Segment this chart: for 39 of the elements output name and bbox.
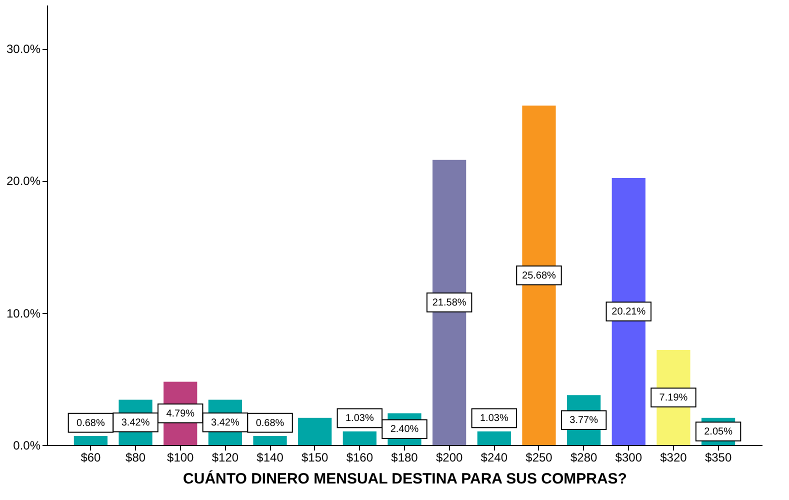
x-tick-label: $120 [212, 450, 239, 464]
data-label: 3.77% [570, 415, 598, 426]
data-label: 1.03% [345, 413, 374, 424]
y-tick-label: 20.0% [6, 174, 41, 188]
data-label: 2.05% [704, 426, 733, 438]
data-label: 1.03% [480, 413, 508, 424]
data-label: 0.68% [256, 418, 284, 429]
x-tick-label: $80 [126, 450, 146, 464]
bar [477, 431, 511, 445]
bar [342, 431, 376, 445]
y-tick-label: 10.0% [6, 306, 41, 320]
data-label: 4.79% [166, 408, 195, 420]
x-tick-label: $320 [660, 450, 688, 464]
y-tick-label: 0.0% [13, 438, 41, 452]
x-tick-label: $200 [436, 450, 463, 464]
data-label: 0.68% [76, 418, 105, 429]
data-label: 3.42% [121, 417, 150, 428]
x-axis-title: CUÁNTO DINERO MENSUAL DESTINA PARA SUS COMPRAS? [183, 470, 627, 488]
data-label: 7.19% [659, 392, 688, 404]
x-tick-label: $140 [256, 450, 284, 464]
data-label: 20.21% [612, 306, 646, 318]
bar [253, 436, 287, 445]
bar [74, 436, 108, 445]
bar [298, 418, 332, 445]
data-label: 25.68% [522, 270, 556, 282]
data-label: 2.40% [390, 424, 419, 436]
x-tick-label: $280 [570, 450, 598, 464]
y-tick-label: 30.0% [6, 42, 41, 56]
x-tick-label: $180 [391, 450, 418, 464]
x-tick-label: $250 [526, 450, 553, 464]
x-tick-label: $150 [301, 450, 329, 464]
x-tick-label: $240 [480, 450, 508, 464]
x-tick-label: $160 [346, 450, 374, 464]
data-label: 3.42% [211, 417, 240, 428]
data-label: 21.58% [432, 297, 466, 308]
x-tick-label: $300 [615, 450, 642, 464]
x-tick-label: $100 [167, 450, 194, 464]
x-tick-label: $60 [80, 450, 102, 464]
x-tick-label: $350 [704, 450, 732, 464]
